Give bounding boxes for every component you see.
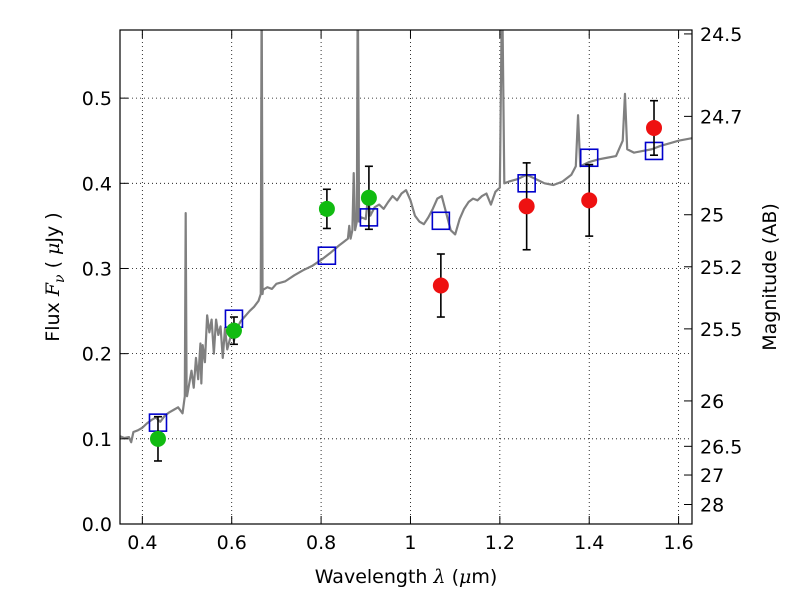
y-tick-label: 0.5 [82,88,112,110]
y2-tick-label: 24.5 [700,24,742,46]
observed-point [432,277,449,294]
y-tick-label: 0.3 [82,258,112,280]
x-tick-label: 1.2 [485,532,515,554]
ticks: 0.4 0.6 0.8 1 1.2 1.4 1.6 0.0 0.1 0.2 0.3 0.4 0.5 24.… [82,24,743,554]
x-tick-label: 0.4 [127,532,157,554]
y2-tick-label: 26.5 [700,436,742,458]
x-tick-label: 1.6 [663,532,693,554]
observed-point [225,322,242,339]
observed-point [360,189,377,206]
x-tick-label: 1 [404,532,416,554]
plot-frame [119,29,693,525]
data-layer [120,30,692,462]
x-tick-label: 0.8 [306,532,336,554]
model-square-marker [317,246,337,266]
y2-tick-label: 26 [700,391,724,413]
model-square-marker [431,211,451,231]
observed-point [581,192,598,209]
y-tick-label: 0.1 [82,429,112,451]
x-tick-label: 0.6 [217,532,247,554]
y2-tick-label: 28 [700,494,724,516]
y-axis-title: Flux Fν ( μJy ) [42,212,68,341]
y2-tick-label: 24.7 [700,106,742,128]
y2-tick-label: 25 [700,205,724,227]
observed-point [646,119,663,136]
y2-tick-label: 25.2 [700,257,742,279]
y-tick-label: 0.4 [82,173,112,195]
y2-tick-label: 27 [700,465,724,487]
spectrum-line [120,30,692,444]
observed-point [318,200,335,217]
y2-tick-label: 25.5 [700,319,742,341]
observed-point [149,430,166,447]
x-axis-title: Wavelength λ (μm) [315,566,498,588]
y2-axis-title: Magnitude (AB) [759,203,781,351]
grid [120,30,692,525]
x-tick-label: 1.4 [574,532,604,554]
y-tick-label: 0.0 [82,514,112,536]
observed-point [518,198,535,215]
y-tick-label: 0.2 [82,344,112,366]
